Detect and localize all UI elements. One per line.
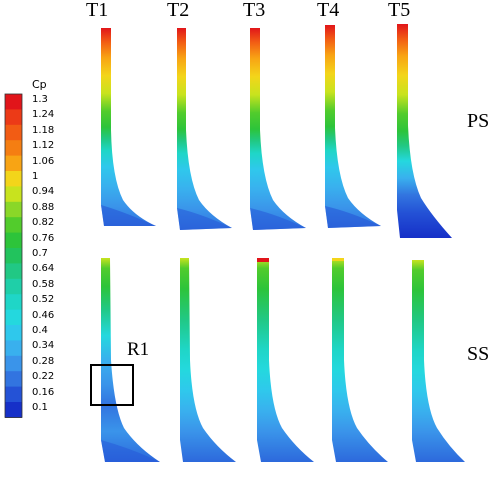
legend-value: 0.52 [32,294,55,306]
colorbar-swatch [5,402,22,418]
legend-value: 1.24 [32,109,55,121]
blade-ss-t4 [332,258,388,462]
column-title-t5: T5 [388,0,411,21]
blade-ps-t5 [397,24,452,238]
legend-value: 1.06 [32,155,55,167]
colorbar-swatch [5,140,22,157]
colorbar-swatch [5,248,22,264]
legend-value: 1 [32,171,39,182]
colorbar-swatch [5,155,22,172]
legend-value: 0.4 [32,325,48,336]
colorbar-swatch [5,355,22,372]
legend-value: 0.34 [32,340,55,352]
region-label-r1: R1 [127,339,150,360]
colorbar-frame [4,93,23,418]
legend-value: 0.88 [32,201,55,213]
blade-ss-t1 [101,258,160,462]
blade-ps-t1 [101,28,156,226]
colorbar-swatch [5,278,22,295]
colorbar-swatch [5,186,22,203]
legend-value: 0.16 [32,386,55,398]
blade-ss-t2 [180,258,236,462]
legend-value: 0.94 [32,186,55,198]
legend-value: 1.3 [32,94,48,105]
colorbar-swatch [5,340,22,357]
legend-value: 0.58 [32,278,55,290]
legend-value: 1.18 [32,124,55,136]
column-title-t1: T1 [86,0,109,21]
column-title-t3: T3 [243,0,266,21]
blade-ps-t3 [250,28,306,230]
blade-ss-t3 [257,258,314,462]
colorbar-swatch [5,371,22,388]
legend-value: 0.76 [32,232,55,244]
row-label-ps: PS [467,110,490,132]
blade-ps-t2 [177,28,232,230]
colorbar-swatch [5,217,22,234]
colorbar-swatch [5,325,22,341]
row-label-ss: SS [467,343,490,365]
colorbar [4,93,23,418]
colorbar-swatch [5,294,22,311]
legend-value: 1.12 [32,140,55,152]
colorbar-swatch [5,309,22,326]
colorbar-swatch [5,232,22,249]
region-r1-box [90,364,134,406]
colorbar-swatch [5,94,22,110]
legend-value: 0.7 [32,248,48,259]
legend-value: 0.64 [32,263,55,275]
legend-value: 0.22 [32,371,55,383]
colorbar-swatch [5,124,22,141]
column-title-t4: T4 [317,0,340,21]
blade-ps-t4 [325,25,381,228]
colorbar-swatch [5,109,22,126]
legend-value: 0.1 [32,402,48,413]
column-title-t2: T2 [167,0,190,21]
colorbar-swatch [5,263,22,280]
colorbar-swatch [5,171,22,187]
legend-value: 0.82 [32,217,55,229]
legend-title: Cp [32,78,47,91]
colorbar-swatch [5,201,22,218]
legend-value: 0.28 [32,355,55,367]
legend-value: 0.46 [32,309,55,321]
colorbar-swatch [5,386,22,403]
blade-ss-t5 [412,260,465,462]
